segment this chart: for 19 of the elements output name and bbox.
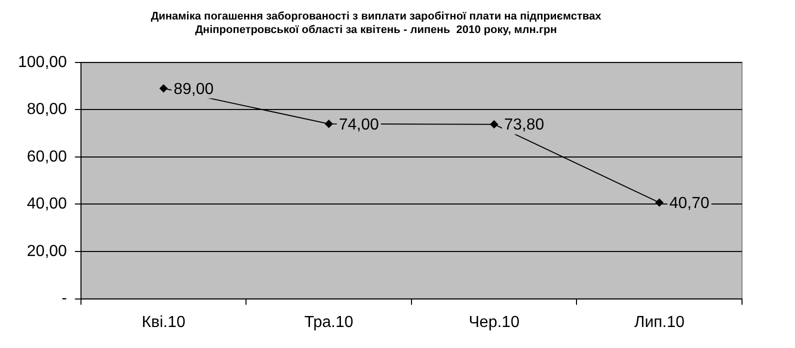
y-tick-label: - <box>62 290 67 308</box>
data-label: 89,00 <box>174 80 214 98</box>
y-tick-label: 100,00 <box>18 54 68 71</box>
y-tick-label: 40,00 <box>26 196 68 213</box>
y-tick-label: 20,00 <box>26 242 68 260</box>
data-label: 74,00 <box>338 116 379 134</box>
point <box>490 120 498 128</box>
data-label: 73,80 <box>504 116 544 134</box>
point <box>160 84 168 92</box>
y-tick-label: 80,00 <box>26 101 68 118</box>
point <box>324 120 333 128</box>
x-tick-label: Лип.10 <box>634 314 685 331</box>
chart-title: Динаміка погашення заборгованості з виплати заробітної плати на підприємствах Дніпропетровської області за квітень - липень 2010 року, млн.грн <box>150 10 602 36</box>
x-tick-label: Кві.10 <box>142 314 186 331</box>
data-label: 40,70 <box>669 194 710 212</box>
x-tick-label: Чер.10 <box>468 314 520 331</box>
y-tick-label: 60,00 <box>26 148 68 166</box>
x-tick-label: Тра.10 <box>304 314 354 331</box>
point <box>655 198 664 207</box>
